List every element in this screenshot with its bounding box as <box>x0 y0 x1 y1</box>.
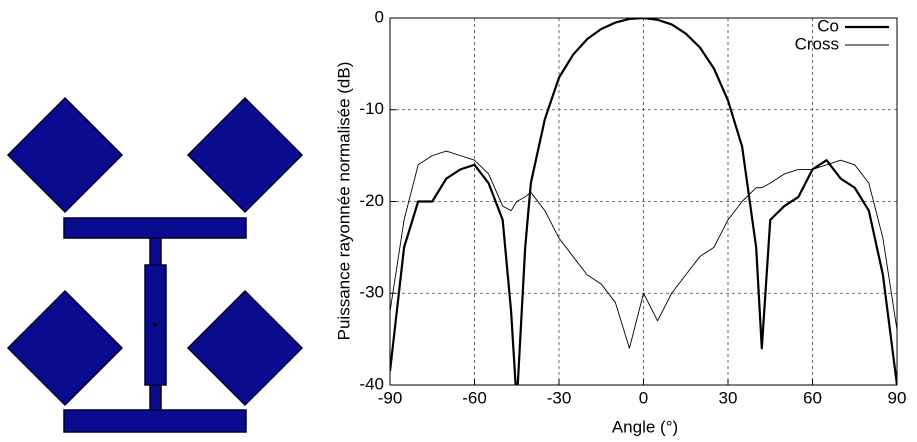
x-axis-label: Angle (°) <box>612 417 678 436</box>
x-tick-label: -90 <box>378 388 403 407</box>
x-tick-label: 60 <box>803 388 822 407</box>
y-tick-label: 0 <box>375 7 384 26</box>
x-tick-label: 90 <box>888 388 907 407</box>
patch <box>186 96 304 214</box>
antenna-diagram <box>6 96 304 433</box>
y-tick-label: -10 <box>359 99 384 118</box>
y-tick-label: -40 <box>359 374 384 393</box>
legend-label: Cross <box>795 34 839 53</box>
feed-line <box>63 409 247 433</box>
patch <box>6 289 124 407</box>
x-tick-label: -60 <box>462 388 487 407</box>
x-tick-label: 0 <box>639 388 648 407</box>
y-axis-label: Puissance rayonnée normalisée (dB) <box>334 62 353 341</box>
y-tick-label: -30 <box>359 283 384 302</box>
x-tick-label: 30 <box>719 388 738 407</box>
patch <box>6 96 124 214</box>
y-tick-label: -20 <box>359 191 384 210</box>
series-line <box>390 18 897 385</box>
patch <box>186 289 304 407</box>
feed-point <box>153 323 157 327</box>
series-line <box>390 150 897 349</box>
x-tick-label: -30 <box>547 388 572 407</box>
feed-line <box>63 217 247 239</box>
legend-label: Co <box>817 16 839 35</box>
plot-area <box>390 18 897 385</box>
